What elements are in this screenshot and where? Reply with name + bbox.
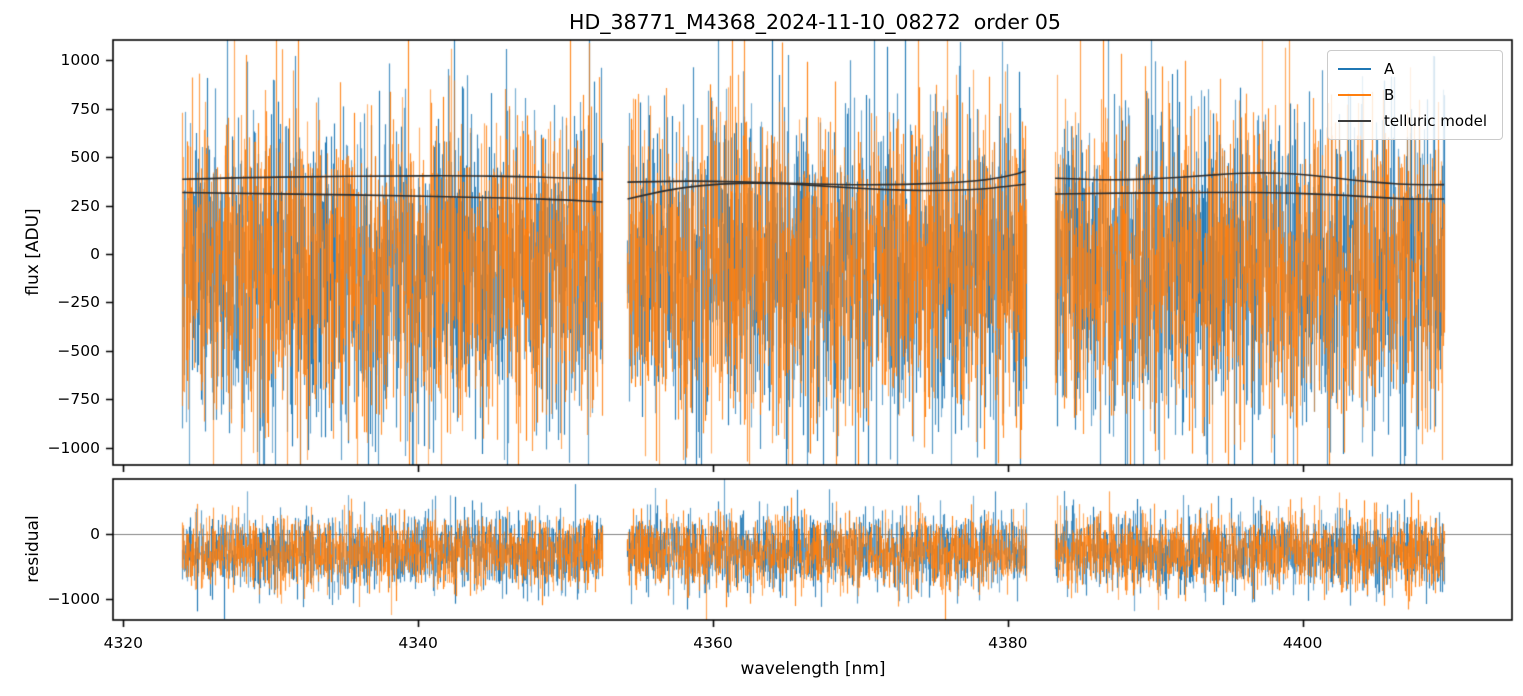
legend-label-a: A (1384, 59, 1395, 78)
flux-y-tick-label: 500 (70, 148, 100, 167)
wavelength-tick-label: 4340 (398, 634, 438, 652)
flux-y-tick-label: 1000 (60, 51, 100, 70)
flux-y-tick-label: 250 (70, 196, 100, 215)
wavelength-tick-label: 4360 (693, 634, 733, 652)
residual-y-tick-label: −1000 (47, 589, 100, 608)
legend-line-a-icon (1338, 68, 1371, 70)
wavelength-tick-label: 4400 (1282, 634, 1323, 652)
wavelength-tick-label: 4380 (988, 634, 1028, 652)
wavelength-axis-label: wavelength [nm] (740, 659, 886, 679)
flux-axis-label: flux [ADU] (23, 208, 43, 296)
legend-entry-telluric: telluric model (1328, 108, 1502, 134)
flux-y-tick-label: −1000 (47, 438, 100, 457)
legend-label-b: B (1384, 85, 1395, 104)
legend: A B telluric model (1327, 50, 1503, 140)
flux-y-tick-label: −250 (57, 293, 100, 312)
legend-entry-b: B (1328, 82, 1502, 108)
flux-y-tick-label: 0 (90, 244, 100, 263)
plot-title: HD_38771_M4368_2024-11-10_08272 order 05 (569, 10, 1061, 34)
legend-label-telluric: telluric model (1384, 111, 1488, 130)
legend-line-b-icon (1338, 94, 1371, 96)
flux-y-tick-label: −500 (57, 341, 100, 360)
legend-entry-a: A (1328, 56, 1502, 82)
legend-line-telluric-icon (1338, 120, 1371, 122)
wavelength-tick-label: 4320 (103, 634, 144, 652)
residual-axis-label: residual (23, 515, 43, 583)
flux-y-tick-label: −750 (57, 390, 100, 409)
flux-y-tick-label: 750 (70, 99, 100, 118)
residual-y-tick-label: 0 (90, 524, 100, 543)
